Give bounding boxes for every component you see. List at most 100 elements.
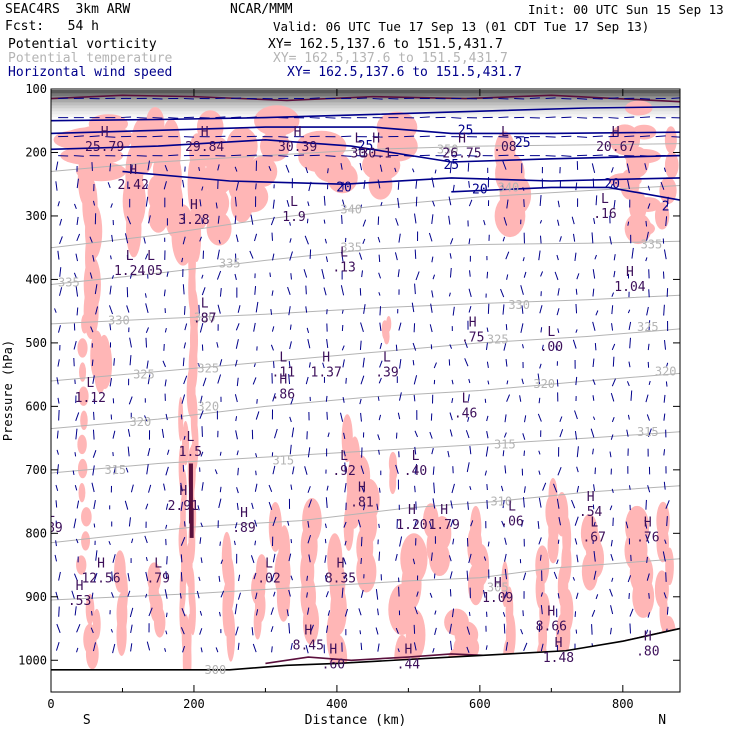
extremum-value: .39 [375, 365, 398, 380]
wind-vector [144, 253, 149, 260]
pv-fill-blob [608, 172, 642, 188]
wind-vector [73, 518, 77, 529]
wind-vector [196, 590, 200, 599]
wind-vector [162, 360, 166, 368]
wind-vector [307, 607, 310, 615]
wind-vector [394, 167, 397, 173]
wind-vector [540, 271, 544, 277]
y-tick-label: 200 [25, 145, 47, 159]
wind-vector [342, 359, 345, 368]
wind-vector [56, 449, 59, 455]
extremum-value: .02 [257, 572, 280, 587]
wind-vector [59, 236, 63, 244]
wind-vector [375, 588, 379, 600]
wind-vector [199, 322, 204, 333]
wind-vector [289, 238, 292, 243]
wind-vector [145, 196, 149, 207]
wind-vector [164, 165, 168, 172]
wind-vector [611, 292, 615, 297]
wind-vector [502, 236, 505, 242]
wind-speed-label: 25 [443, 158, 459, 173]
wind-vector [327, 432, 330, 438]
wind-vector [540, 592, 543, 597]
wind-vector [434, 627, 437, 635]
wind-vector [486, 430, 489, 439]
wind-vector [595, 195, 598, 206]
wind-vector [198, 304, 200, 315]
wind-vector [451, 483, 455, 494]
x-tick-label: 800 [612, 697, 634, 711]
extremum-letter: L [601, 192, 609, 207]
wind-vector [557, 219, 560, 226]
wind-vector [627, 309, 631, 314]
wind-vector [197, 505, 200, 511]
pv-fill-blob [93, 343, 107, 394]
wind-vector [628, 361, 631, 368]
wind-speed-label: 25 [458, 123, 474, 138]
wind-vector [202, 377, 207, 387]
wind-vector [344, 462, 346, 473]
wind-vector [181, 257, 184, 263]
wind-vector [270, 216, 275, 226]
wind-vector [255, 411, 260, 420]
pv-fill-blob [81, 507, 92, 527]
extremum-letter: H [358, 481, 366, 496]
wind-vector [287, 286, 291, 295]
extremum-letter: L [147, 249, 155, 264]
wind-vector [655, 135, 666, 138]
wind-vector [163, 289, 166, 297]
wind-vector [272, 465, 276, 475]
wind-vector [540, 235, 542, 244]
wind-vector [359, 162, 363, 171]
extremum-value: .44 [397, 657, 421, 672]
extremum-letter: H [304, 623, 312, 638]
wind-vector [93, 572, 98, 582]
wind-vector [665, 381, 668, 387]
wind-vector [180, 501, 183, 512]
stratosphere-band [51, 105, 680, 109]
wind-vector [164, 379, 167, 387]
wind-vector [323, 195, 326, 206]
wind-vector [254, 519, 258, 527]
wind-vector [327, 610, 331, 616]
wind-vector [306, 327, 310, 333]
wind-vector [306, 592, 308, 598]
theta-label: 335 [641, 238, 663, 252]
wind-vector [145, 184, 148, 189]
wind-vector [627, 221, 630, 226]
wind-vector [145, 327, 149, 333]
wind-vector [76, 233, 81, 242]
wind-vector [501, 520, 505, 528]
wind-vector [201, 482, 204, 491]
wind-speed-contour [51, 138, 680, 163]
wind-vector [433, 482, 435, 494]
wind-vector [631, 247, 634, 259]
wind-vector [181, 394, 186, 404]
wind-vector [307, 486, 311, 493]
wind-vector [377, 608, 379, 616]
extremum-letter: H [294, 125, 302, 140]
wind-vector [413, 394, 416, 402]
wind-vector [645, 534, 650, 544]
theta-label: 310 [490, 495, 512, 509]
wind-vector [466, 570, 469, 581]
wind-vector [483, 220, 486, 226]
wind-vector [304, 466, 308, 475]
wind-vector [545, 136, 556, 138]
wind-vector [143, 237, 146, 244]
wind-vector [73, 573, 78, 582]
wind-vector [611, 577, 614, 582]
wind-vector [575, 592, 579, 599]
wind-vector [523, 486, 526, 493]
extremum-letter: L [508, 500, 516, 515]
wind-vector [430, 303, 433, 313]
pv-fill-blob [276, 571, 291, 622]
extremum-value: 29.84 [185, 140, 224, 155]
valid-time: Valid: 06 UTC Tue 17 Sep 13 (01 CDT Tue … [273, 19, 650, 34]
extremum-value: .46 [454, 407, 477, 422]
extremum-letter: H [372, 131, 380, 146]
wind-vector [254, 286, 257, 295]
wind-vector [520, 323, 524, 333]
wind-vector [343, 574, 347, 579]
wind-vector [237, 467, 239, 476]
